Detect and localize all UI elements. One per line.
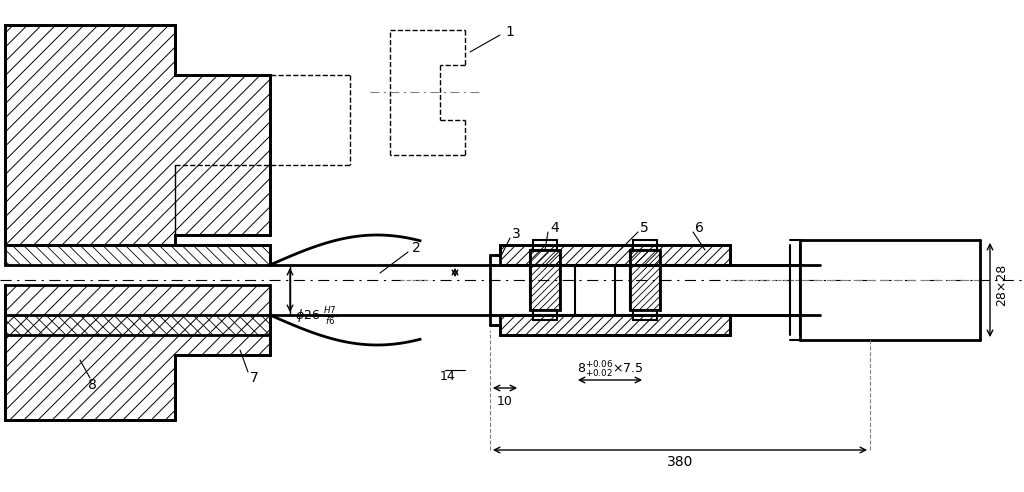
Text: 28×28: 28×28 [995, 264, 1008, 306]
Text: 6: 6 [695, 221, 703, 235]
Text: 8: 8 [88, 378, 97, 392]
Text: 1: 1 [505, 25, 514, 39]
Text: 14: 14 [440, 370, 456, 383]
Text: $\phi$26 $\frac{H7}{f6}$: $\phi$26 $\frac{H7}{f6}$ [295, 305, 337, 328]
Text: 380: 380 [667, 455, 693, 469]
Text: 4: 4 [550, 221, 559, 235]
Text: 8$^{+0.06}_{+0.02}$$\times$7.5: 8$^{+0.06}_{+0.02}$$\times$7.5 [577, 360, 643, 380]
Text: 3: 3 [512, 227, 521, 241]
Text: 7: 7 [250, 371, 259, 385]
Text: 5: 5 [640, 221, 649, 235]
Text: 2: 2 [412, 241, 421, 255]
Text: 10: 10 [497, 395, 513, 408]
